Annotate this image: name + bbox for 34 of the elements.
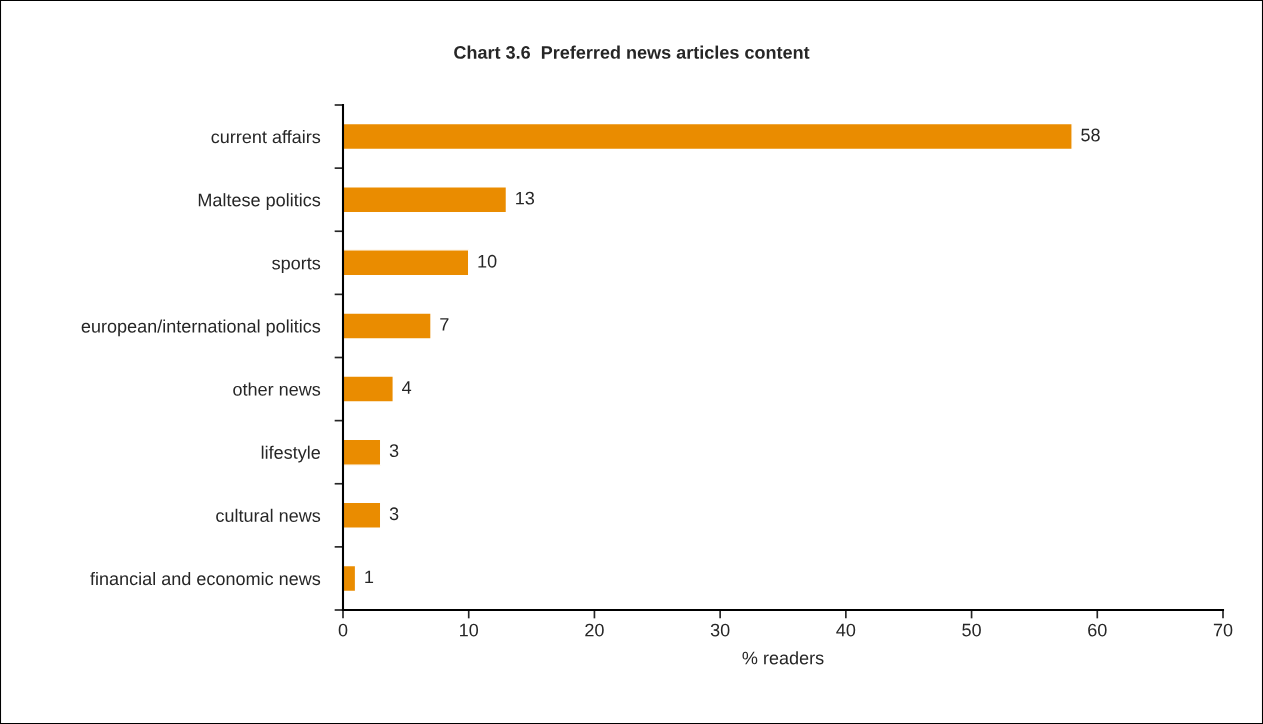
bar (343, 312, 432, 340)
bar (343, 438, 382, 466)
bar (343, 375, 394, 403)
bar (343, 186, 508, 214)
y-tick-label: Maltese politics (198, 193, 321, 210)
bar (343, 249, 470, 277)
y-tick-label: other news (233, 382, 321, 396)
x-tick-label: 70 (1213, 623, 1233, 637)
bar (343, 501, 382, 529)
x-tick-label: 10 (460, 623, 479, 637)
y-tick-label: current affairs (211, 130, 321, 144)
x-tick-label: 50 (962, 623, 981, 637)
y-tick-label: sports (272, 257, 321, 274)
data-label: 7 (440, 318, 449, 331)
data-label: 10 (478, 254, 497, 268)
y-tick-label: financial and economic news (90, 571, 321, 586)
y-tick-label: cultural news (216, 508, 321, 523)
data-label: 13 (516, 191, 535, 205)
y-tick-label: european/international politics (81, 319, 321, 337)
x-tick-label: 40 (836, 623, 856, 637)
bar (343, 122, 1073, 151)
x-axis-title: % readers (742, 651, 824, 665)
x-tick-label: 20 (585, 623, 604, 637)
x-tick-label: 30 (710, 623, 730, 637)
data-label: 3 (389, 507, 399, 521)
chart-title: Chart 3.6 Preferred news articles content (454, 45, 810, 59)
data-label: 3 (389, 444, 399, 458)
y-tick-label: lifestyle (261, 445, 320, 463)
data-label: 58 (1081, 128, 1100, 142)
data-label: 1 (365, 570, 374, 584)
bar (343, 564, 357, 593)
x-tick-label: 0 (338, 623, 348, 637)
x-tick-label: 60 (1088, 623, 1107, 637)
data-label: 4 (402, 381, 412, 394)
